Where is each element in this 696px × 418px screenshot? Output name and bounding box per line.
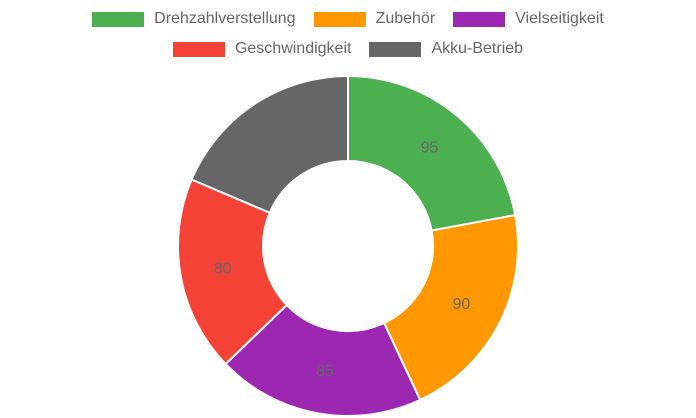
legend-label: Vielseitigkeit (515, 10, 604, 27)
donut-slice[interactable] (190, 74, 349, 215)
legend-label: Geschwindigkeit (234, 40, 352, 57)
legend-item[interactable]: Vielseitigkeit (453, 8, 604, 30)
slice-value-label: 85 (316, 363, 334, 380)
slice-value-label: 95 (421, 139, 439, 156)
slice-value-label: 90 (452, 296, 470, 313)
legend-item[interactable]: Geschwindigkeit (172, 38, 352, 60)
legend-label: Akku-Betrieb (431, 40, 524, 57)
legend-item[interactable]: Drehzahlverstellung (92, 8, 296, 30)
donut-slice[interactable] (177, 178, 289, 366)
legend-swatch (369, 41, 422, 57)
slice-value-label: 80 (214, 261, 232, 278)
legend-swatch (92, 11, 145, 27)
legend-item[interactable]: Akku-Betrieb (369, 38, 523, 60)
legend-label: Zubehör (375, 10, 436, 27)
legend-swatch (313, 11, 366, 27)
donut-slice[interactable] (382, 213, 519, 402)
legend-swatch (453, 11, 506, 27)
legend-swatch (172, 41, 225, 57)
legend: Drehzahlverstellung Zubehör Vielseitigkeit… (0, 8, 696, 60)
donut-slice[interactable] (347, 74, 517, 232)
legend-item[interactable]: Zubehör (313, 8, 436, 30)
donut-slice[interactable] (224, 303, 422, 417)
legend-label: Drehzahlverstellung (154, 10, 296, 27)
